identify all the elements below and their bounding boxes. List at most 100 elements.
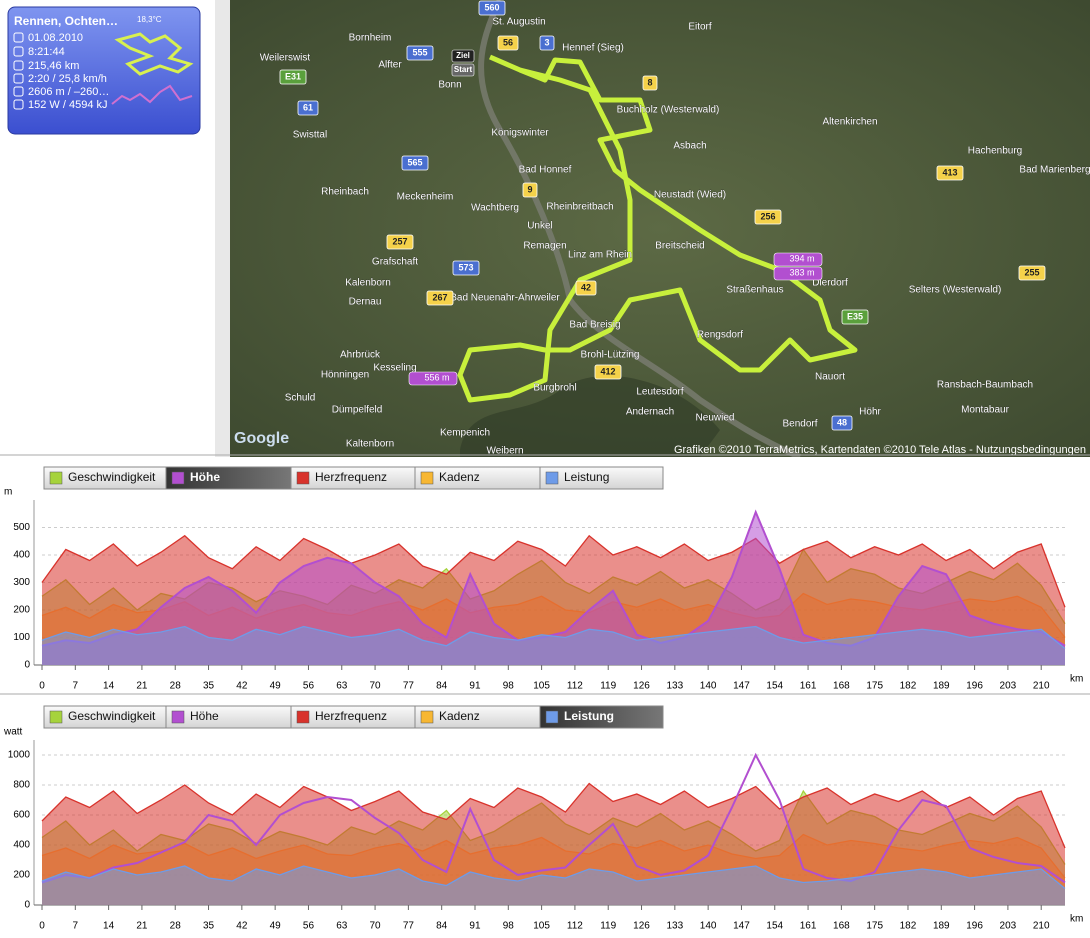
x-tick-label: 70	[370, 921, 382, 932]
legend-label: Herzfrequenz	[315, 470, 387, 484]
x-tick-label: 35	[203, 681, 215, 692]
road-number: 9	[527, 184, 532, 194]
place-label: Andernach	[626, 407, 674, 418]
x-tick-label: 161	[800, 681, 817, 692]
x-tick-label: 168	[833, 681, 850, 692]
place-label: Breitscheid	[655, 241, 704, 252]
x-tick-label: 126	[633, 681, 650, 692]
road-number: E35	[847, 311, 863, 321]
place-label: Weibern	[486, 446, 523, 457]
x-tick-label: 119	[600, 921, 616, 932]
place-label: Altenkirchen	[822, 117, 877, 128]
place-label: Weilerswist	[260, 53, 311, 64]
place-label: Höhr	[859, 407, 881, 418]
series-tab[interactable]	[539, 705, 664, 729]
road-shield	[575, 280, 597, 296]
series-area	[42, 512, 1065, 665]
x-axis-label: km	[1070, 674, 1083, 685]
x-tick-label: 63	[336, 921, 348, 932]
card-temperature: 18,3°C	[137, 15, 162, 24]
card-title: Rennen, Ochten…	[14, 14, 118, 28]
legend-swatch	[296, 710, 310, 724]
road-shield	[1018, 265, 1046, 281]
x-tick-label: 203	[1000, 921, 1017, 932]
road-shield	[539, 35, 555, 51]
route-flag-label: Ziel	[456, 51, 470, 60]
legend-swatch	[49, 710, 63, 724]
x-tick-label: 126	[633, 921, 650, 932]
legend-label: Herzfrequenz	[315, 709, 387, 723]
x-tick-label: 98	[503, 921, 515, 932]
series-tab[interactable]	[165, 466, 292, 490]
road-number: 565	[407, 157, 422, 167]
map-copyright[interactable]: Grafiken ©2010 TerraMetrics, Kartendaten…	[674, 444, 1086, 456]
route-flag-label: Start	[454, 65, 473, 74]
place-label: Eitorf	[688, 22, 712, 33]
place-label: Bad Marienberg	[1019, 165, 1090, 176]
x-tick-label: 175	[866, 681, 883, 692]
card-distance: 215,46 km	[28, 60, 79, 72]
altitude-tag-label: 394 m	[789, 253, 814, 263]
x-tick-label: 98	[503, 681, 515, 692]
place-label: Montabaur	[961, 405, 1009, 416]
x-axis-label: km	[1070, 914, 1083, 925]
y-tick-label: 500	[13, 522, 30, 533]
legend-swatch	[420, 710, 434, 724]
x-tick-label: 196	[966, 921, 983, 932]
legend-label: Leistung	[564, 470, 609, 484]
route-flag[interactable]	[451, 49, 475, 63]
card-icon	[13, 60, 24, 71]
y-tick-label: 800	[13, 780, 30, 791]
road-number: 412	[600, 366, 615, 376]
card-icon	[13, 32, 24, 43]
road-number: 573	[458, 262, 473, 272]
legend-swatch	[420, 471, 434, 485]
route-flag[interactable]	[451, 63, 475, 77]
y-tick-label: 0	[24, 660, 30, 671]
y-axis-label: m	[4, 487, 12, 498]
x-tick-label: 7	[73, 681, 79, 692]
road-shield	[478, 0, 506, 16]
place-label: Rheinbreitbach	[546, 202, 613, 213]
x-tick-label: 133	[666, 681, 683, 692]
series-tab[interactable]	[165, 705, 292, 729]
legend-swatch	[171, 710, 185, 724]
x-tick-label: 70	[370, 681, 382, 692]
x-tick-label: 189	[933, 921, 950, 932]
place-label: Bad Honnef	[519, 165, 572, 176]
route-card[interactable]	[7, 6, 201, 135]
road-number: 56	[503, 37, 513, 47]
card-icon	[13, 46, 24, 57]
altitude-tag[interactable]	[773, 266, 823, 281]
place-label: Königswinter	[491, 128, 549, 139]
place-label: Grafschaft	[372, 257, 418, 268]
place-label: Kaltenborn	[346, 439, 394, 450]
series-area	[42, 626, 1065, 665]
x-tick-label: 7	[73, 921, 79, 932]
x-tick-label: 91	[469, 681, 481, 692]
x-tick-label: 21	[136, 681, 148, 692]
x-tick-label: 203	[1000, 681, 1017, 692]
altitude-tag[interactable]	[408, 371, 458, 386]
series-tab[interactable]	[539, 466, 664, 490]
place-label: Straßenhaus	[726, 285, 783, 296]
x-tick-label: 105	[533, 681, 550, 692]
x-tick-label: 154	[766, 921, 783, 932]
card-icon	[13, 73, 24, 84]
x-tick-label: 182	[900, 921, 917, 932]
splitter[interactable]	[215, 0, 230, 457]
y-tick-label: 600	[13, 810, 30, 821]
legend-label: Höhe	[190, 709, 219, 723]
legend-swatch	[171, 471, 185, 485]
altitude-tag[interactable]	[773, 252, 823, 267]
y-tick-label: 200	[13, 870, 30, 881]
road-shield	[522, 182, 538, 198]
place-label: Nauort	[815, 372, 845, 383]
map[interactable]	[230, 0, 1090, 457]
x-tick-label: 42	[236, 681, 248, 692]
x-tick-label: 0	[39, 681, 45, 692]
place-label: St. Augustin	[492, 17, 545, 28]
x-tick-label: 63	[336, 681, 348, 692]
x-tick-label: 0	[39, 921, 45, 932]
